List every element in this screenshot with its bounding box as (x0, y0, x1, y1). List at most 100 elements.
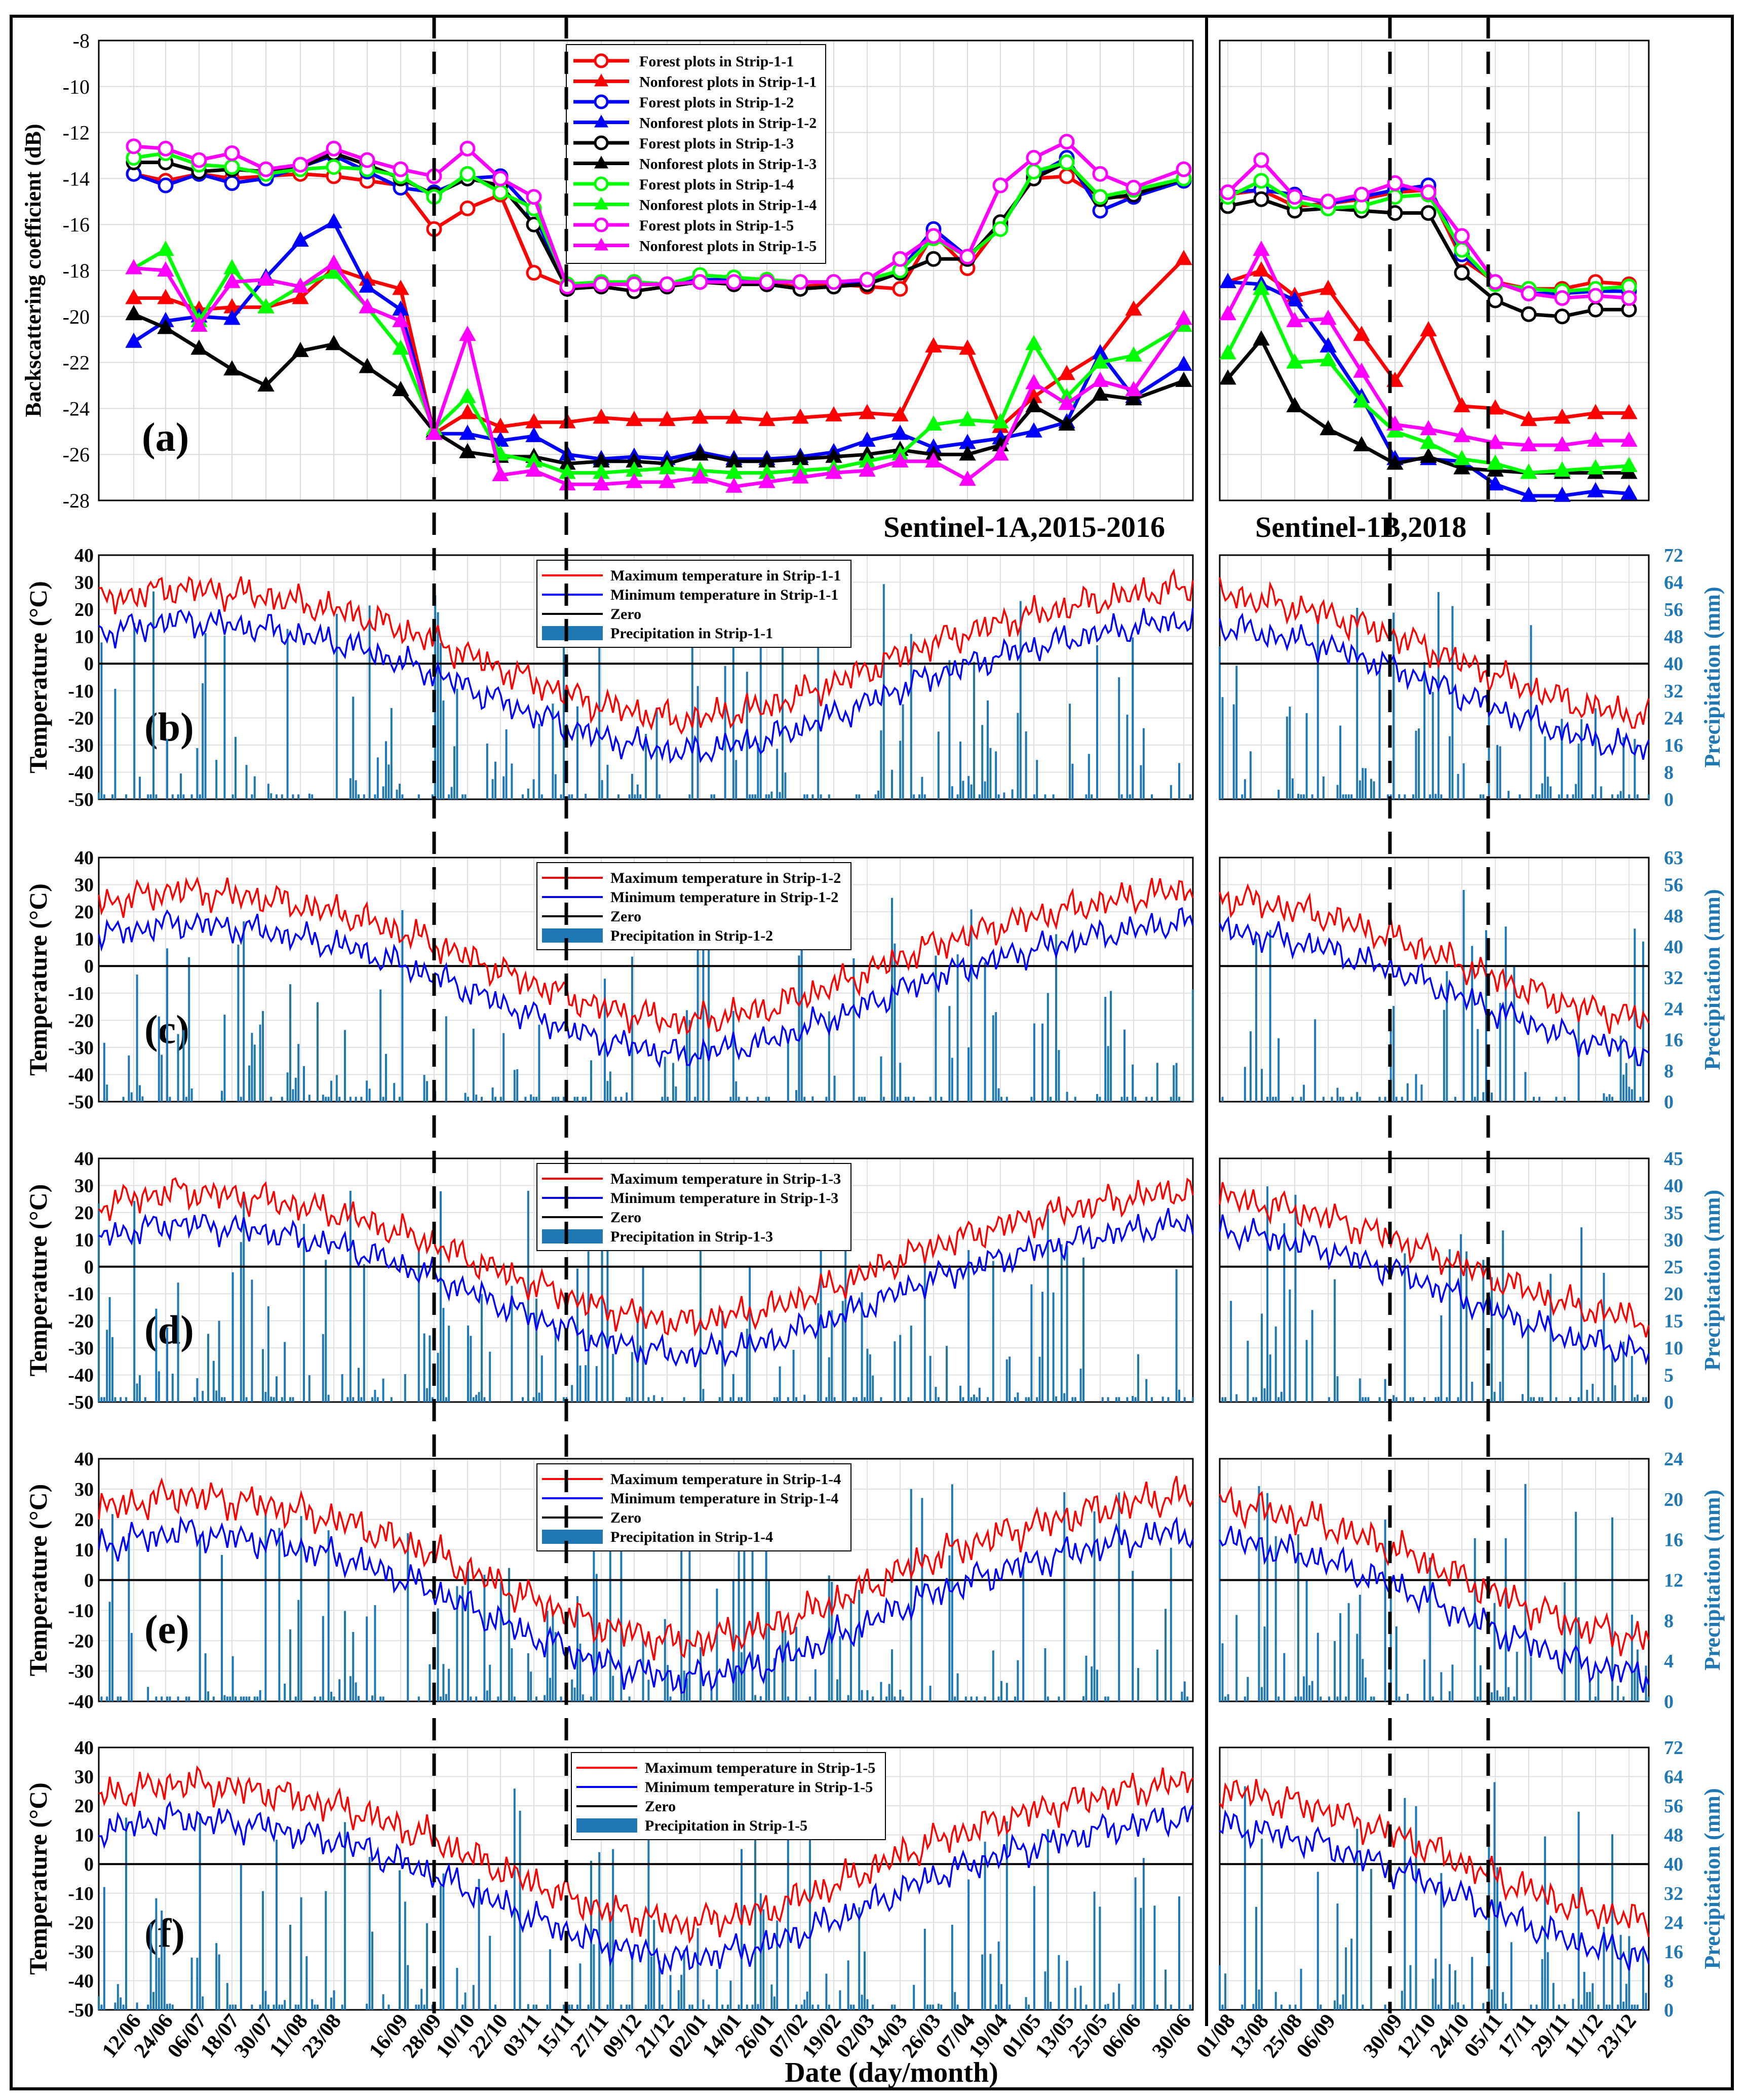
precip-bar (1622, 1341, 1625, 1402)
precip-bar (1592, 1384, 1594, 1402)
precip-bar (366, 2003, 368, 2010)
precip-bar (166, 2004, 168, 2010)
precip-bar (1314, 1019, 1316, 1102)
y-tick-label: 40 (74, 1148, 94, 1170)
precip-bar (483, 1397, 486, 1402)
precip-bar (297, 1044, 300, 1102)
precip-bar (902, 1696, 904, 1701)
y2-tick-label: 32 (1664, 681, 1683, 702)
y2-tick-label: 16 (1664, 1941, 1683, 1963)
precip-bar (530, 1094, 532, 1102)
data-point (1175, 309, 1192, 325)
precip-bar (795, 1090, 797, 1102)
precip-bar (270, 793, 273, 799)
precip-bar (527, 788, 529, 799)
precip-bar (223, 1695, 226, 1701)
precip-bar (1454, 1097, 1457, 1102)
precip-bar (694, 1097, 696, 1102)
precip-bar (967, 1879, 970, 2010)
precip-bar (333, 1696, 335, 1701)
precip-bar (483, 1574, 486, 1701)
precip-bar (1123, 1029, 1126, 1102)
precip-bar (1404, 1253, 1406, 1402)
panel-b: 403020100-10-20-30-40-507264564840322416… (24, 545, 1725, 810)
data-point (190, 316, 208, 332)
precip-bar (281, 2004, 283, 2010)
precip-bar (399, 1870, 401, 2010)
precip-bar (1118, 1492, 1120, 1701)
period-separators (432, 16, 1490, 2026)
precip-bar (437, 1608, 439, 1701)
precip-bar (850, 1598, 852, 1701)
y-tick-label: 0 (84, 1854, 94, 1875)
precip-bar (1189, 2004, 1191, 2010)
precip-bar (1359, 1595, 1361, 1701)
precip-bar (937, 1397, 940, 1402)
precip-bar (1435, 1958, 1437, 2010)
panel-a-axes-box-a (98, 40, 1194, 501)
precip-bar (1541, 1397, 1543, 1402)
precip-bar (1115, 1397, 1117, 1402)
precip-bar (281, 1397, 283, 1402)
precip-bar (962, 1397, 964, 1402)
precip-bar (560, 1696, 562, 1701)
precip-bar (1132, 2004, 1134, 2010)
precip-bar (765, 794, 767, 799)
precip-bar (976, 1397, 978, 1402)
precip-bar (954, 1696, 956, 1701)
precip-bar (544, 1695, 546, 1701)
precip-bar (267, 2004, 269, 2010)
precip-bar (1274, 1992, 1277, 2010)
precip-bar (235, 2004, 237, 2010)
precip-bar (1003, 792, 1005, 799)
precip-bar (1530, 1397, 1532, 1402)
precip-bar (1058, 1955, 1060, 2010)
precip-bar (358, 1696, 360, 1701)
precip-bar (631, 956, 633, 1102)
precip-bar (1513, 1696, 1516, 1701)
y-tick-label: 10 (74, 1540, 94, 1561)
precip-bar (1561, 719, 1563, 799)
precip-bar (1603, 1927, 1605, 2010)
precip-bar (1544, 736, 1546, 799)
precip-bar (368, 605, 371, 799)
precip-bar (120, 1397, 122, 1402)
series-line (134, 257, 1185, 437)
precip-bar (554, 1632, 557, 1701)
precip-bar (1477, 1696, 1479, 1701)
legend-entry: Maximum temperature in Strip-1-3 (610, 1171, 841, 1187)
precip-bar (475, 1394, 478, 1402)
precip-bar (636, 784, 639, 799)
precip-bar (396, 789, 398, 799)
precip-bar (984, 1696, 986, 1701)
data-point (1253, 330, 1270, 346)
min-temperature-line (1219, 1526, 1650, 1693)
precip-bar (738, 2004, 740, 2010)
data-point (125, 259, 142, 275)
precip-bar (1347, 794, 1350, 799)
panel-a-y-tick-label: -28 (63, 489, 90, 512)
precip-bar (470, 1696, 472, 1701)
precip-bar (1575, 784, 1577, 799)
precip-bar (1409, 1965, 1412, 2010)
data-point (1026, 164, 1042, 180)
min-temperature-line (98, 907, 1194, 1068)
precip-bar (270, 1396, 273, 1402)
legend-entry: Precipitation in Strip-1-4 (610, 1529, 773, 1545)
precip-bar (768, 1580, 770, 1701)
precip-bar (289, 1397, 291, 1402)
precip-bar (199, 1534, 201, 1701)
precip-bar (1044, 1648, 1047, 1701)
data-point (292, 341, 309, 357)
precip-bar (672, 1063, 674, 1102)
precip-bar (1485, 930, 1487, 1102)
precip-bar (322, 1334, 324, 1402)
precip-bar (1541, 1959, 1543, 2010)
precip-bar (792, 1349, 795, 1402)
precip-bar (1580, 2004, 1583, 2010)
precip-bar (1297, 794, 1300, 799)
precip-bar (1300, 1969, 1302, 2010)
precip-bar (667, 1665, 669, 1701)
precip-bar (1474, 1097, 1476, 1102)
data-point (1253, 152, 1269, 168)
